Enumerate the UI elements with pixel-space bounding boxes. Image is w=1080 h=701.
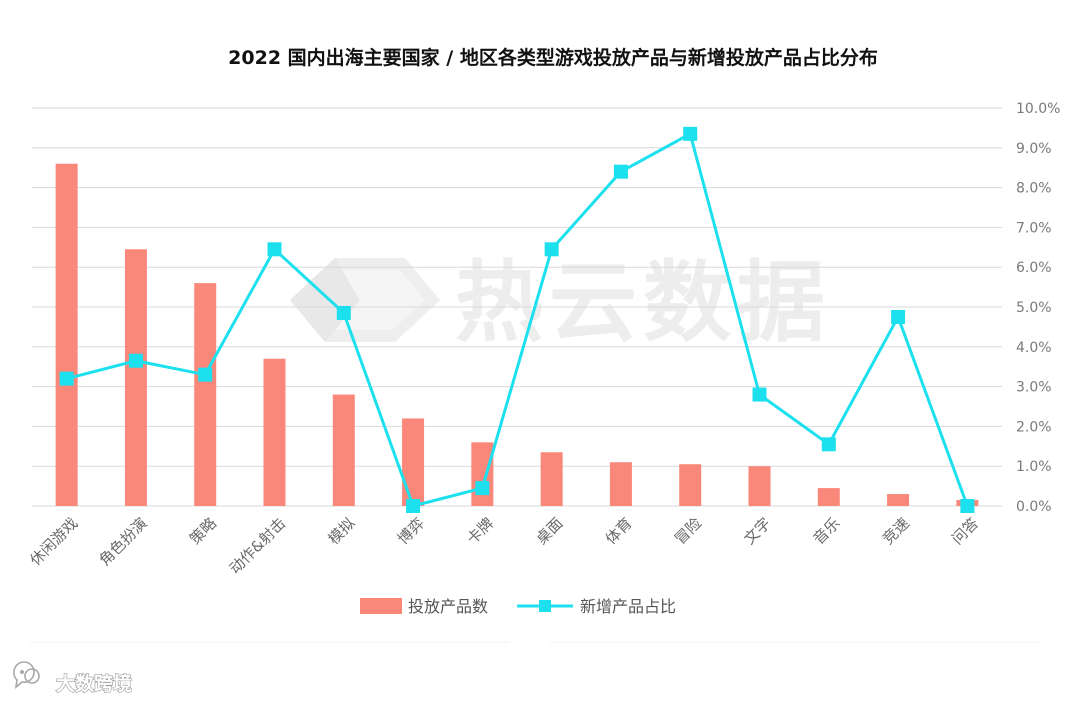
legend-line-marker [539, 600, 551, 612]
category-label: 卡牌 [463, 514, 497, 548]
bar [124, 249, 147, 507]
bar [332, 394, 355, 506]
category-label: 体育 [602, 514, 636, 548]
y-right-tick-label: 9.0% [1016, 141, 1052, 157]
category-label: 休闲游戏 [26, 514, 81, 569]
bar [55, 163, 78, 506]
y-right-tick-label: 10.0% [1016, 101, 1060, 117]
bar [540, 452, 563, 506]
y-right-tick-label: 8.0% [1016, 181, 1052, 197]
bar [679, 464, 702, 506]
category-label: 问答 [948, 514, 982, 548]
category-label: 策略 [186, 514, 220, 548]
y-right-tick-label: 4.0% [1016, 340, 1052, 356]
y-right-tick-label: 7.0% [1016, 220, 1052, 236]
brand-text: 大数跨境 [56, 672, 132, 695]
category-label: 文字 [740, 514, 774, 548]
line-point [891, 309, 906, 324]
line-point [198, 367, 213, 382]
category-label: 冒险 [671, 514, 705, 548]
category-label: 模拟 [325, 514, 359, 548]
line-point [406, 499, 421, 513]
bar [609, 462, 632, 506]
legend-line-label: 新增产品占比 [580, 597, 676, 616]
line-point [960, 499, 975, 513]
line-point [336, 305, 351, 320]
bar [887, 494, 910, 506]
watermark-logo-icon [290, 258, 440, 342]
category-label: 音乐 [810, 514, 844, 548]
y-right-tick-label: 1.0% [1016, 459, 1052, 475]
chat-bubble-logo-icon [13, 661, 40, 689]
chart-title: 2022 国内出海主要国家 / 地区各类型游戏投放产品与新增投放产品占比分布 [228, 46, 878, 69]
line-point [683, 126, 698, 141]
category-label: 桌面 [533, 514, 567, 548]
watermark-text: 热云数据 [455, 251, 831, 354]
y-right-tick-label: 3.0% [1016, 380, 1052, 396]
line-point [59, 371, 74, 386]
bar [748, 466, 771, 506]
line-point [752, 387, 767, 402]
line-point [613, 164, 628, 179]
line-point [128, 353, 143, 368]
line-point [267, 242, 282, 257]
legend-bar-label: 投放产品数 [408, 597, 488, 616]
watermark: 热云数据 [290, 251, 831, 354]
bar [817, 488, 840, 506]
category-label: 博弈 [394, 514, 428, 548]
line-point [544, 242, 559, 257]
y-right-tick-label: 5.0% [1016, 300, 1052, 316]
line-point [821, 437, 836, 452]
category-label: 动作&射击 [226, 514, 289, 577]
line-point [475, 481, 490, 496]
legend: 投放产品数 新增产品占比 [360, 597, 676, 616]
bar [402, 418, 425, 506]
legend-bar-swatch [360, 598, 402, 614]
bar [194, 283, 217, 506]
y-right-tick-label: 0.0% [1016, 499, 1052, 515]
series-line [66, 132, 969, 508]
category-label: 竞速 [879, 514, 913, 548]
bar [263, 358, 286, 506]
category-label: 角色扮演 [96, 514, 151, 569]
bar [471, 442, 494, 506]
brand: 大数跨境 [13, 661, 133, 696]
y-right-tick-label: 2.0% [1016, 419, 1052, 435]
y-right-tick-label: 6.0% [1016, 260, 1052, 276]
